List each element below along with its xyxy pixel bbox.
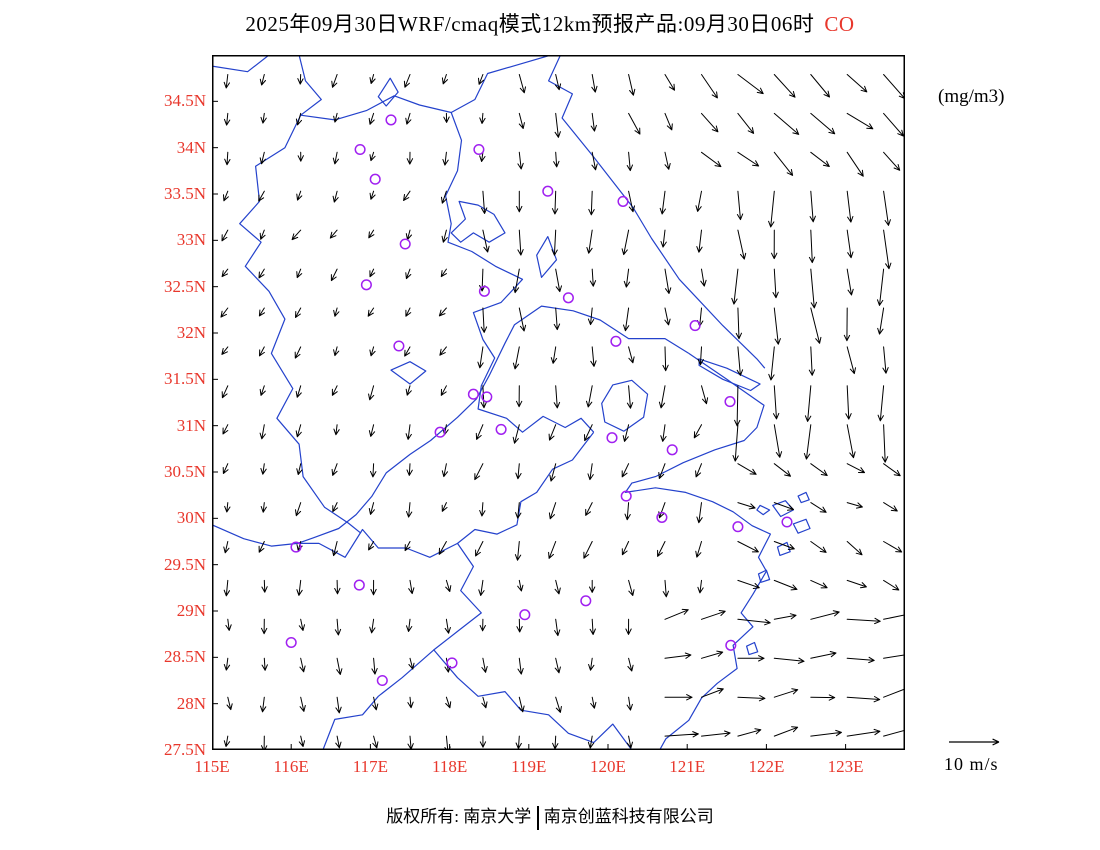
station-marker [732, 521, 744, 533]
station-marker [360, 279, 372, 291]
station-marker [519, 609, 531, 621]
footer-owner: 版权所有: 南京大学 [386, 807, 532, 826]
station-marker [542, 185, 554, 197]
map-line-island-c [756, 504, 771, 516]
station-marker [467, 388, 479, 400]
map-line-jiangxi-fujian-border [322, 649, 435, 750]
lat-tick-label: 28.5N [163, 647, 206, 667]
station-marker [473, 143, 485, 156]
lon-tick-label: 123E [827, 757, 864, 776]
station-marker [376, 674, 388, 687]
wind-scale-arrow [949, 738, 1000, 746]
lat-tick-label: 29N [176, 601, 206, 620]
lat-tick-label: 32N [176, 323, 206, 342]
station-marker [481, 391, 493, 403]
chart-title-text: 2025年09月30日WRF/cmaq模式12km预报产品:09月30日06时 [245, 12, 815, 36]
map-line-island-b [792, 518, 811, 534]
station-marker [610, 335, 622, 347]
chart-title: 2025年09月30日WRF/cmaq模式12km预报产品:09月30日06时 C… [0, 8, 1100, 38]
lat-tick-label: 34N [176, 137, 206, 157]
station-marker [781, 516, 793, 528]
plot-border [212, 55, 905, 750]
map-line-henan-shandong-east [298, 55, 322, 116]
map-line-henan-shandong-border [212, 55, 270, 73]
station-marker [434, 426, 446, 438]
station-marker [620, 490, 632, 502]
map-line-island-f [757, 569, 771, 583]
lat-tick-label: 31N [176, 415, 206, 435]
map-line-island-e [797, 491, 810, 504]
map-line-lake-weishan [377, 77, 399, 107]
reference-arrow [949, 738, 1000, 746]
lon-tick-label: 121E [669, 757, 706, 776]
station-marker [724, 396, 736, 408]
station-marker [399, 238, 411, 250]
station-marker [393, 340, 405, 352]
footer-company: 南京创蓝科技有限公司 [543, 807, 714, 826]
map-line-chongming-island [698, 358, 761, 392]
station-marker [354, 143, 366, 156]
station-marker [656, 511, 668, 523]
map-line-jiangsu-anhui-border [445, 112, 595, 433]
map-line-zhejiang-anhui-jiangxi-border [297, 431, 595, 558]
lon-tick-label: 122E [748, 757, 785, 776]
map-plot-canvas [212, 55, 905, 750]
lat-tick-label: 34.5N [163, 91, 206, 111]
map-line-island-d [776, 541, 791, 556]
units-label: (mg/m3) [938, 86, 1005, 107]
lat-tick-label: 29.5N [163, 554, 206, 574]
species-label: CO [824, 12, 855, 36]
lat-tick-label: 30.5N [163, 462, 206, 481]
station-marker [446, 657, 458, 669]
station-marker [290, 541, 302, 553]
station-marker [562, 292, 574, 304]
wind-arrows [220, 74, 905, 750]
lat-tick-label: 27.5N [163, 740, 206, 759]
lat-tick-label: 32.5N [163, 276, 206, 296]
lat-tick-label: 30N [176, 508, 206, 528]
wind-scale-label: 10 m/s [944, 754, 999, 774]
lon-tick-label: 120E [590, 757, 626, 776]
station-marker [285, 636, 297, 649]
map-line-lake-gaoyou [536, 236, 558, 278]
station-marker [478, 285, 490, 297]
station-marker [725, 639, 737, 651]
lat-tick-label: 33N [176, 230, 206, 250]
map-line-lake-chaohu [390, 361, 427, 385]
station-marker [353, 579, 365, 591]
station-marker [369, 173, 381, 185]
footer-divider-bar [537, 806, 539, 831]
lon-tick-label: 115E [194, 757, 230, 776]
map-line-lake-taihu [601, 379, 649, 432]
station-marker [666, 444, 678, 456]
map-line-lake-hongze [450, 200, 506, 243]
lon-tick-label: 119E [511, 757, 547, 776]
lon-tick-label: 118E [431, 757, 468, 776]
station-marker [495, 423, 507, 435]
station-marker [689, 320, 701, 332]
map-line-zhejiang-fujian-border [433, 543, 633, 750]
map-line-south-coast [624, 352, 771, 750]
station-marker [580, 595, 592, 607]
lat-tick-label: 28N [176, 693, 206, 713]
map-line-jiangsu-shandong-border [300, 55, 552, 121]
station-marker [617, 195, 629, 207]
lat-tick-label: 33.5N [163, 184, 206, 203]
map-line-jiangsu-coast [548, 55, 766, 369]
map-line-henan-anhui-hubei-border [239, 114, 362, 534]
lat-tick-label: 31.5N [163, 369, 206, 389]
lon-tick-label: 117E [352, 757, 389, 776]
station-marker [606, 432, 618, 444]
footer-copyright: 版权所有: 南京大学 南京创蓝科技有限公司 [0, 802, 1100, 831]
map-line-island-g [746, 641, 759, 656]
lon-tick-label: 116E [273, 757, 309, 776]
station-marker [385, 114, 397, 126]
